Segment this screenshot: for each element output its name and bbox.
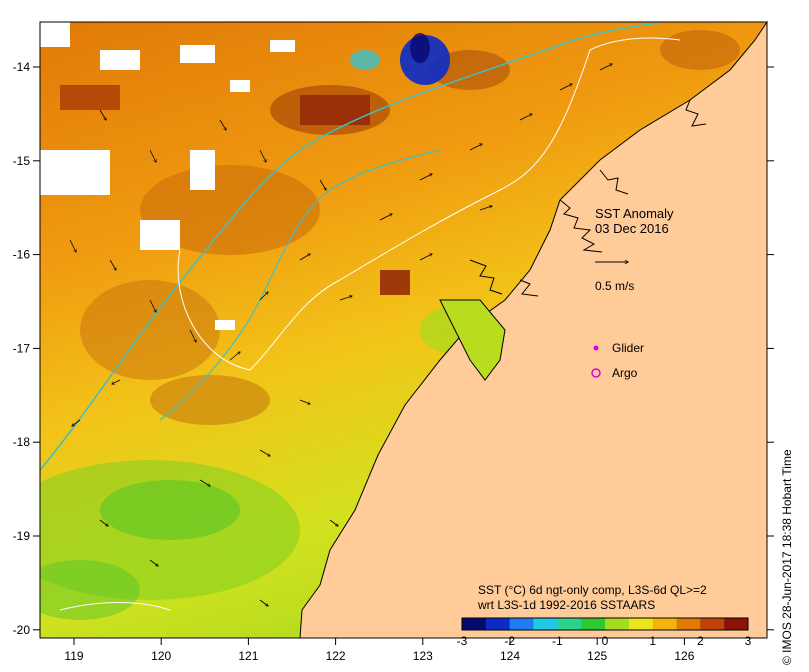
colorbar-segment [605, 618, 630, 630]
x-tick-label: 125 [587, 649, 607, 663]
colorbar-caption-1: SST (°C) 6d ngt-only comp, L3S-6d QL>=2 [478, 583, 707, 597]
x-axis: 119 120 121 122 123 124 125 126 [64, 638, 695, 663]
contour-line-2 [59, 602, 171, 611]
scale-label: 0.5 m/s [595, 279, 634, 293]
colorbar-segment [581, 618, 606, 630]
x-tick-label: 122 [326, 649, 346, 663]
y-tick-label: -19 [13, 529, 31, 543]
colorbar-tick-label: 1 [649, 634, 656, 648]
colorbar-segment [628, 618, 654, 630]
y-tick-label: -15 [13, 154, 31, 168]
bathymetry-line [39, 21, 661, 471]
y-tick-label: -16 [13, 248, 31, 262]
colorbar-segment [509, 618, 534, 630]
x-tick-label: 126 [674, 649, 694, 663]
colorbar-frame [461, 617, 749, 631]
colorbar [461, 617, 749, 631]
colorbar-tick-label: 3 [745, 634, 752, 648]
colorbar-segment [700, 618, 725, 630]
y-tick-label: -18 [13, 435, 31, 449]
map-title: SST Anomaly [595, 206, 674, 221]
y-tick-label: -14 [13, 60, 31, 74]
colorbar-tick-label: 0 [602, 634, 609, 648]
y-tick-label: -20 [13, 623, 31, 637]
colorbar-segment [462, 618, 487, 630]
x-tick-label: 119 [64, 649, 83, 663]
colorbar-segment [533, 618, 558, 630]
gulf-region [439, 299, 506, 381]
bathymetry-line-2 [159, 149, 441, 421]
colorbar-caption-2: wrt L3S-1d 1992-2016 SSTAARS [477, 598, 655, 612]
map-date: 03 Dec 2016 [595, 221, 669, 236]
colorbar-segment [485, 618, 511, 630]
argo-label: Argo [612, 366, 638, 380]
current-vectors [69, 64, 612, 606]
colorbar-segment [676, 618, 701, 630]
x-tick-label: 120 [151, 649, 171, 663]
y-axis: -14 -15 -16 -17 -18 -19 -20 [13, 60, 774, 637]
colorbar-tick-label: -1 [552, 634, 563, 648]
x-tick-label: 124 [500, 649, 520, 663]
x-tick-label: 123 [413, 649, 433, 663]
plot-frame [39, 21, 768, 639]
x-tick-label: 121 [238, 649, 258, 663]
y-tick-label: -17 [13, 341, 31, 355]
glider-label: Glider [612, 341, 644, 355]
colorbar-tick-label: 2 [697, 634, 704, 648]
coastline-detail [469, 99, 707, 297]
contour-line [177, 37, 681, 371]
glider-marker [593, 345, 599, 351]
colorbar-segment [724, 618, 749, 630]
colorbar-segment [652, 618, 677, 630]
colorbar-tick-label: -3 [457, 634, 468, 648]
credit-text: © IMOS 28-Jun-2017 18:38 Hobart Time [780, 449, 794, 665]
argo-marker [591, 368, 601, 378]
colorbar-segment [557, 618, 582, 630]
